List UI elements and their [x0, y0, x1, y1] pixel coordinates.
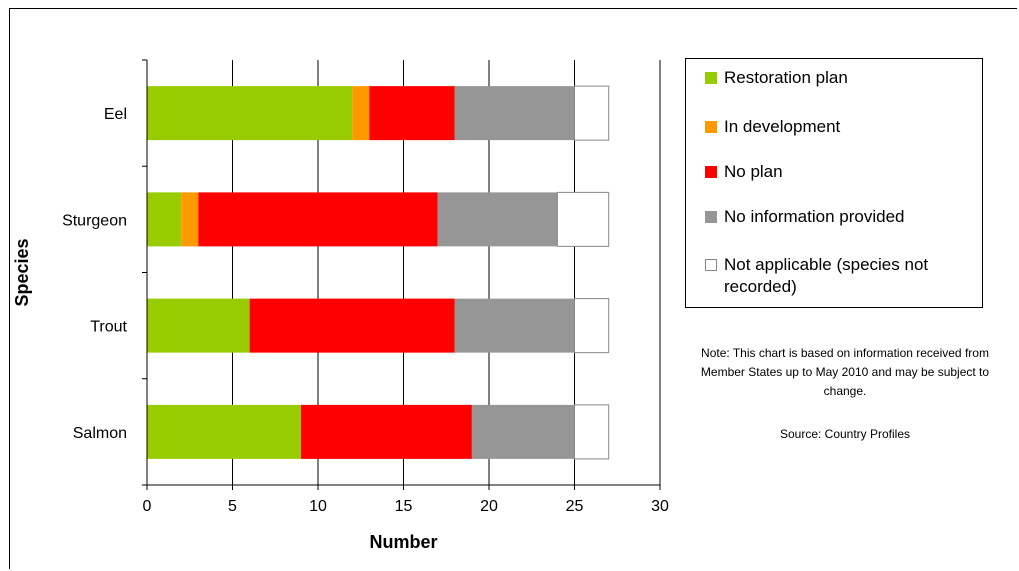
bar-sturgeon-2 [198, 192, 438, 247]
bar-sturgeon-3 [437, 192, 558, 247]
bar-salmon-3 [471, 404, 575, 459]
bars [147, 85, 610, 460]
x-axis-title: Number [369, 532, 437, 552]
y-axis-title: Species [12, 238, 32, 306]
category-label-sturgeon: Sturgeon [62, 212, 127, 229]
chart-note: Note: This chart is based on information… [700, 346, 990, 398]
chart-frame [9, 8, 1017, 569]
bar-eel-3 [454, 86, 575, 141]
legend-item-1: In development [705, 116, 979, 138]
category-label-salmon: Salmon [73, 425, 127, 442]
bar-eel-2 [369, 86, 455, 141]
category-label-trout: Trout [90, 319, 127, 336]
axes [142, 59, 661, 490]
x-tick-label-5: 5 [228, 498, 237, 515]
x-tick-label-30: 30 [651, 498, 669, 515]
legend-swatch [705, 259, 717, 271]
legend-label: No information provided [724, 207, 905, 226]
bar-sturgeon-4 [556, 191, 610, 247]
legend-swatch [705, 166, 717, 178]
x-tick-labels: 0 5 10 15 20 25 30 [143, 498, 669, 515]
chart-source: Source: Country Profiles [779, 427, 911, 441]
bar-trout-4 [574, 298, 610, 354]
bar-salmon-4 [574, 404, 610, 460]
legend-swatch [705, 211, 717, 223]
category-label-eel: Eel [104, 106, 127, 123]
bar-salmon-0 [147, 404, 301, 459]
legend-label: Restoration plan [724, 68, 848, 87]
category-labels: Eel Sturgeon Trout Salmon [62, 106, 127, 442]
bar-eel-1 [352, 86, 370, 141]
legend: Restoration plan In development No plan No … [685, 58, 983, 308]
legend-label: No plan [724, 162, 783, 181]
legend-item-0: Restoration plan [705, 67, 979, 89]
legend-swatch [705, 121, 717, 133]
legend-item-2: No plan [705, 161, 979, 183]
bar-eel-4 [574, 85, 610, 141]
bar-trout-3 [454, 298, 575, 353]
bar-sturgeon-1 [181, 192, 199, 247]
legend-label: In development [724, 117, 841, 136]
x-tick-label-15: 15 [395, 498, 413, 515]
bar-sturgeon-0 [147, 192, 182, 247]
bar-salmon-2 [300, 404, 472, 459]
legend-swatch [705, 72, 717, 84]
legend-item-3: No information provided [705, 206, 979, 228]
bar-eel-0 [147, 86, 353, 141]
legend-label: Not applicable (species not recorded) [724, 255, 929, 296]
x-tick-label-10: 10 [309, 498, 327, 515]
legend-item-4: Not applicable (species not recorded) [705, 254, 979, 298]
x-tick-label-20: 20 [480, 498, 498, 515]
x-tick-label-0: 0 [143, 498, 152, 515]
x-tick-label-25: 25 [566, 498, 584, 515]
bar-trout-0 [147, 298, 250, 353]
bar-trout-2 [249, 298, 455, 353]
